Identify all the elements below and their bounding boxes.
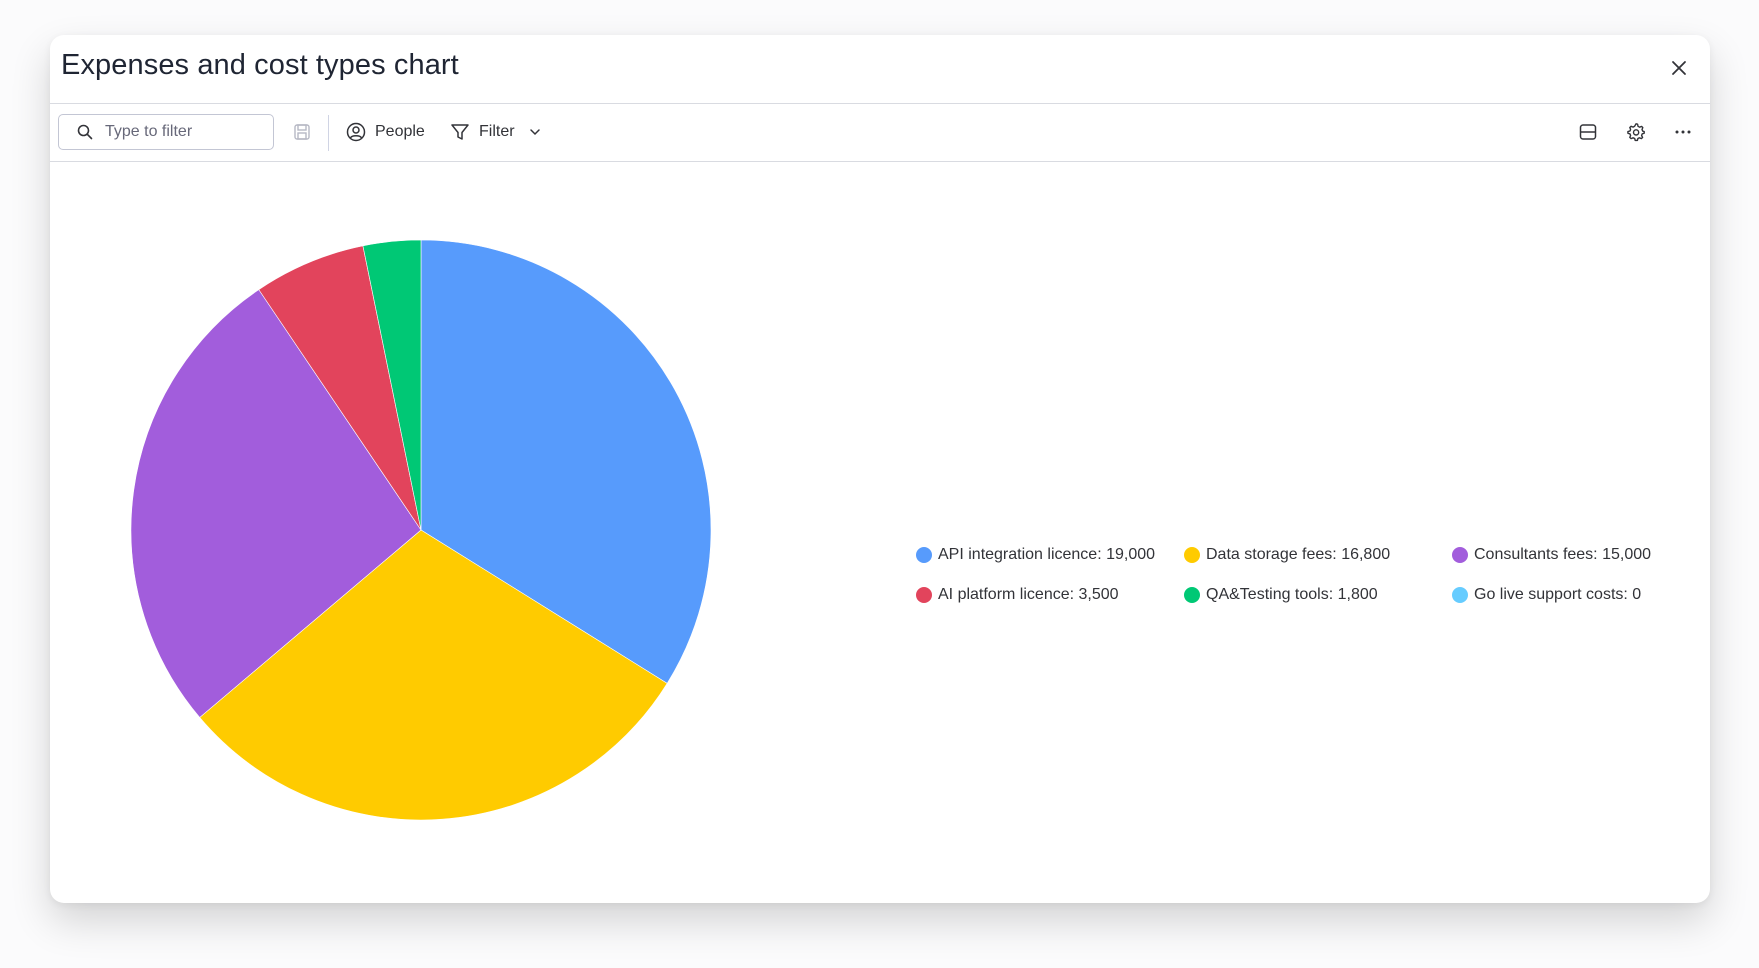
legend-label: Go live support costs: 0 <box>1474 586 1642 603</box>
chart-legend: API integration licence: 19,000 Data sto… <box>916 535 1696 615</box>
settings-button[interactable] <box>1622 118 1650 146</box>
chart-widget-card: Expenses and cost types chart <box>50 35 1710 903</box>
more-horizontal-icon <box>1675 130 1691 134</box>
layout-button[interactable] <box>1574 118 1602 146</box>
widget-header: Expenses and cost types chart <box>50 35 1710 104</box>
filter-button[interactable]: Filter <box>450 114 541 150</box>
people-filter-label: People <box>375 123 425 140</box>
legend-row: AI platform licence: 3,500 QA&Testing to… <box>916 575 1696 615</box>
save-icon <box>294 124 310 140</box>
pie-slice-api-integration-licence[interactable] <box>420 239 712 684</box>
filter-search-box[interactable] <box>58 114 274 150</box>
layout-icon <box>1579 124 1597 140</box>
legend-dot <box>1184 547 1200 563</box>
legend-label: Consultants fees: 15,000 <box>1474 546 1652 563</box>
gear-icon <box>1627 123 1645 142</box>
legend-item-go-live-support-costs[interactable]: Go live support costs: 0 <box>1452 575 1682 615</box>
legend-label: AI platform licence: 3,500 <box>938 586 1119 603</box>
legend-label: API integration licence: 19,000 <box>938 546 1156 563</box>
close-icon <box>1672 61 1686 75</box>
save-view-button[interactable] <box>290 120 314 144</box>
widget-toolbar: People Filter <box>50 104 1710 162</box>
pie-slice-data-storage-fees[interactable] <box>199 529 668 821</box>
person-circle-icon <box>346 122 366 142</box>
pie-chart <box>130 239 712 821</box>
chart-area: API integration licence: 19,000 Data sto… <box>50 162 1710 903</box>
legend-label: QA&Testing tools: 1,800 <box>1206 586 1378 603</box>
funnel-icon <box>451 124 469 140</box>
legend-dot <box>1452 587 1468 603</box>
pie-slice-qa-testing-tools[interactable] <box>362 239 422 531</box>
legend-item-qa-testing-tools[interactable]: QA&Testing tools: 1,800 <box>1184 575 1452 615</box>
legend-item-ai-platform-licence[interactable]: AI platform licence: 3,500 <box>916 575 1184 615</box>
legend-row: API integration licence: 19,000 Data sto… <box>916 535 1696 575</box>
legend-dot <box>1452 547 1468 563</box>
chevron-down-icon[interactable] <box>529 126 541 138</box>
people-filter-button[interactable]: People <box>346 114 425 150</box>
legend-item-consultants-fees[interactable]: Consultants fees: 15,000 <box>1452 535 1682 575</box>
toolbar-divider <box>328 115 329 151</box>
filter-search-input[interactable] <box>103 122 257 142</box>
filter-label: Filter <box>479 123 515 140</box>
legend-item-data-storage-fees[interactable]: Data storage fees: 16,800 <box>1184 535 1452 575</box>
pie-slice-consultants-fees[interactable] <box>130 289 422 718</box>
more-options-button[interactable] <box>1669 118 1697 146</box>
close-button[interactable] <box>1662 51 1696 85</box>
legend-dot <box>916 587 932 603</box>
search-icon <box>77 124 93 140</box>
legend-dot <box>1184 587 1200 603</box>
legend-item-api-integration-licence[interactable]: API integration licence: 19,000 <box>916 535 1184 575</box>
legend-dot <box>916 547 932 563</box>
legend-label: Data storage fees: 16,800 <box>1206 546 1391 563</box>
pie-slice-ai-platform-licence[interactable] <box>258 245 422 531</box>
widget-title: Expenses and cost types chart <box>61 49 459 81</box>
